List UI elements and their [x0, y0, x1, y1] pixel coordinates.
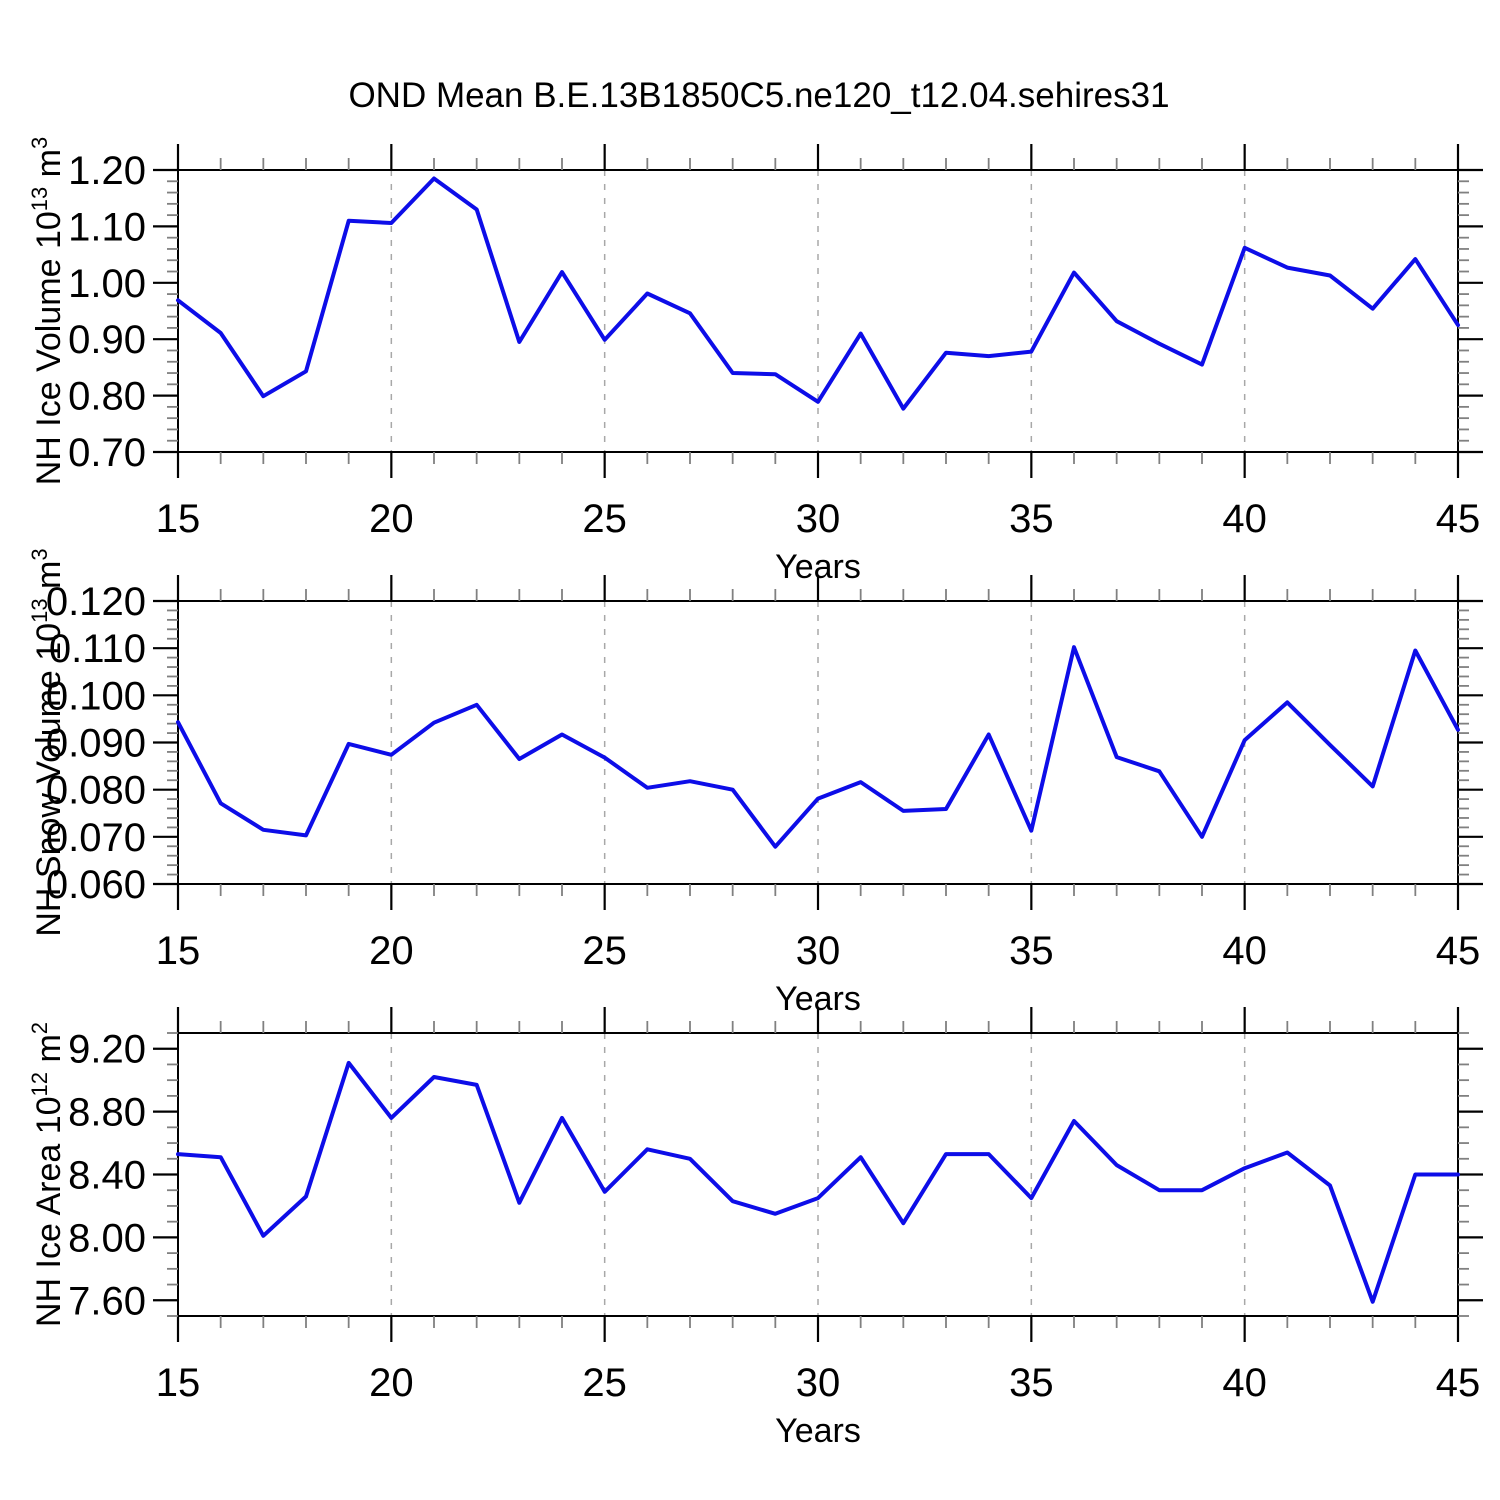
- y-tick-label: 0.80: [68, 375, 146, 419]
- x-tick-label: 20: [369, 497, 414, 541]
- x-tick-label: 25: [582, 929, 627, 973]
- y-tick-label: 0.070: [46, 816, 146, 860]
- x-tick-label: 15: [156, 929, 201, 973]
- y-tick-label: 7.60: [68, 1279, 146, 1323]
- y-tick-label: 8.00: [68, 1216, 146, 1260]
- y-tick-label: 0.110: [49, 627, 146, 671]
- x-tick-label: 30: [796, 929, 841, 973]
- y-tick-label: 0.70: [68, 431, 146, 475]
- y-tick-label: 0.120: [46, 580, 146, 624]
- x-tick-label: 25: [582, 1361, 627, 1405]
- chart-2: 15 20 25 30 35 40 450.0600.0700.0800.0900.1000…: [27, 548, 1483, 1018]
- x-tick-label: 20: [369, 1361, 414, 1405]
- x-tick-label: 40: [1222, 1361, 1267, 1405]
- y-tick-label: 8.80: [68, 1091, 146, 1135]
- y-tick-label: 0.90: [68, 318, 146, 362]
- x-tick-label: 45: [1436, 929, 1481, 973]
- x-tick-label: 40: [1222, 929, 1267, 973]
- y-tick-label: 1.00: [68, 262, 146, 306]
- x-tick-label: 15: [156, 497, 201, 541]
- y-tick-label: 0.080: [46, 769, 146, 813]
- figure-title: OND Mean B.E.13B1850C5.ne120_t12.04.sehi…: [348, 76, 1170, 115]
- x-tick-label: 20: [369, 929, 414, 973]
- y-axis-label: NH Ice Volume 1013 m3: [27, 137, 68, 486]
- chart-1: 15 20 25 30 35 40 450.700.800.901.001.101.20Ye…: [27, 137, 1483, 586]
- x-tick-label: 35: [1009, 929, 1054, 973]
- data-series-line: [176, 645, 1460, 849]
- chart-3: 15 20 25 30 35 40 45 7.60 8.00 8.40 8.80 9.20 Years N…: [27, 1007, 1483, 1450]
- y-tick-label: 8.40: [68, 1154, 146, 1198]
- x-axis-label: Years: [775, 1412, 861, 1450]
- data-series-line: [176, 176, 1460, 411]
- y-axis-label: NH Snow Volume 1013 m3: [27, 548, 68, 936]
- x-tick-label: 35: [1009, 497, 1054, 541]
- y-tick-label: 9.20: [68, 1028, 146, 1072]
- y-tick-label: 0.090: [46, 722, 146, 766]
- y-tick-label: 1.10: [68, 205, 146, 249]
- y-tick-label: 1.20: [68, 149, 146, 193]
- x-tick-label: 30: [796, 1361, 841, 1405]
- y-tick-label: 0.060: [46, 863, 146, 907]
- y-axis-label: NH Ice Area 1012 m2: [27, 1022, 68, 1327]
- x-tick-label: 25: [582, 497, 627, 541]
- data-series-line: [176, 1060, 1460, 1304]
- y-tick-label: 0.100: [46, 674, 146, 718]
- x-tick-label: 15: [156, 1361, 201, 1405]
- x-tick-label: 30: [796, 497, 841, 541]
- x-tick-label: 35: [1009, 1361, 1054, 1405]
- x-tick-label: 45: [1436, 1361, 1481, 1405]
- x-tick-label: 45: [1436, 497, 1481, 541]
- x-tick-label: 40: [1222, 497, 1267, 541]
